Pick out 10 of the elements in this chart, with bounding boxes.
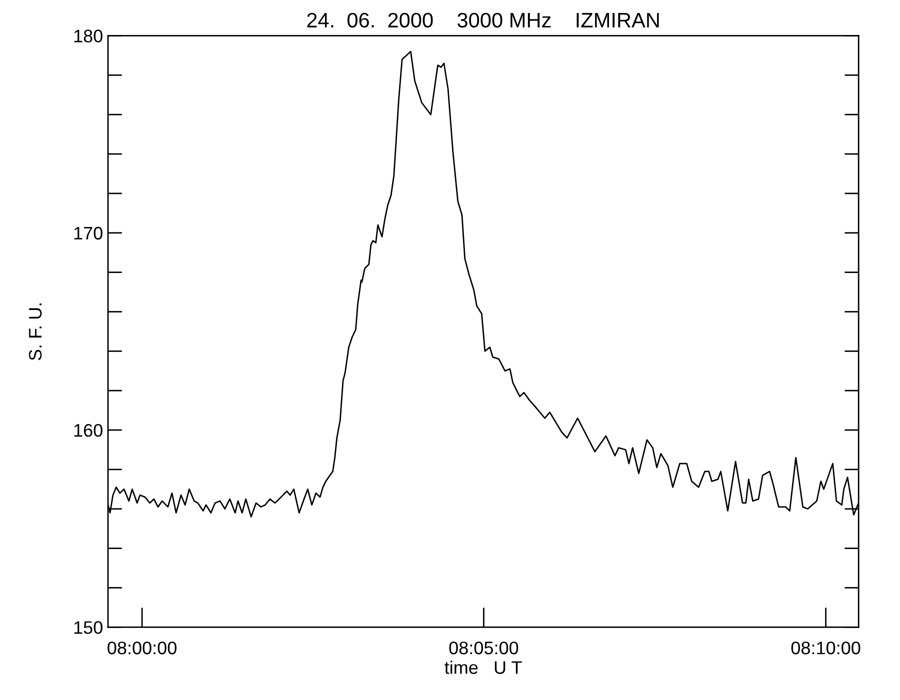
y-tick-label: 160 [74, 424, 102, 437]
y-tick-label: 150 [74, 621, 102, 634]
chart-title: 24. 06. 2000 3000 MHz IZMIRAN [307, 12, 659, 28]
x-tick-label: 08:10:00 [791, 642, 860, 654]
x-tick-label: 08:00:00 [108, 642, 176, 654]
y-tick-label: 180 [74, 30, 102, 42]
x-axis-title: time U T [444, 660, 522, 674]
y-tick-label: 170 [74, 226, 102, 240]
y-axis-title: S. F. U. [28, 304, 42, 360]
x-tick-label: 08:05:00 [449, 642, 518, 654]
